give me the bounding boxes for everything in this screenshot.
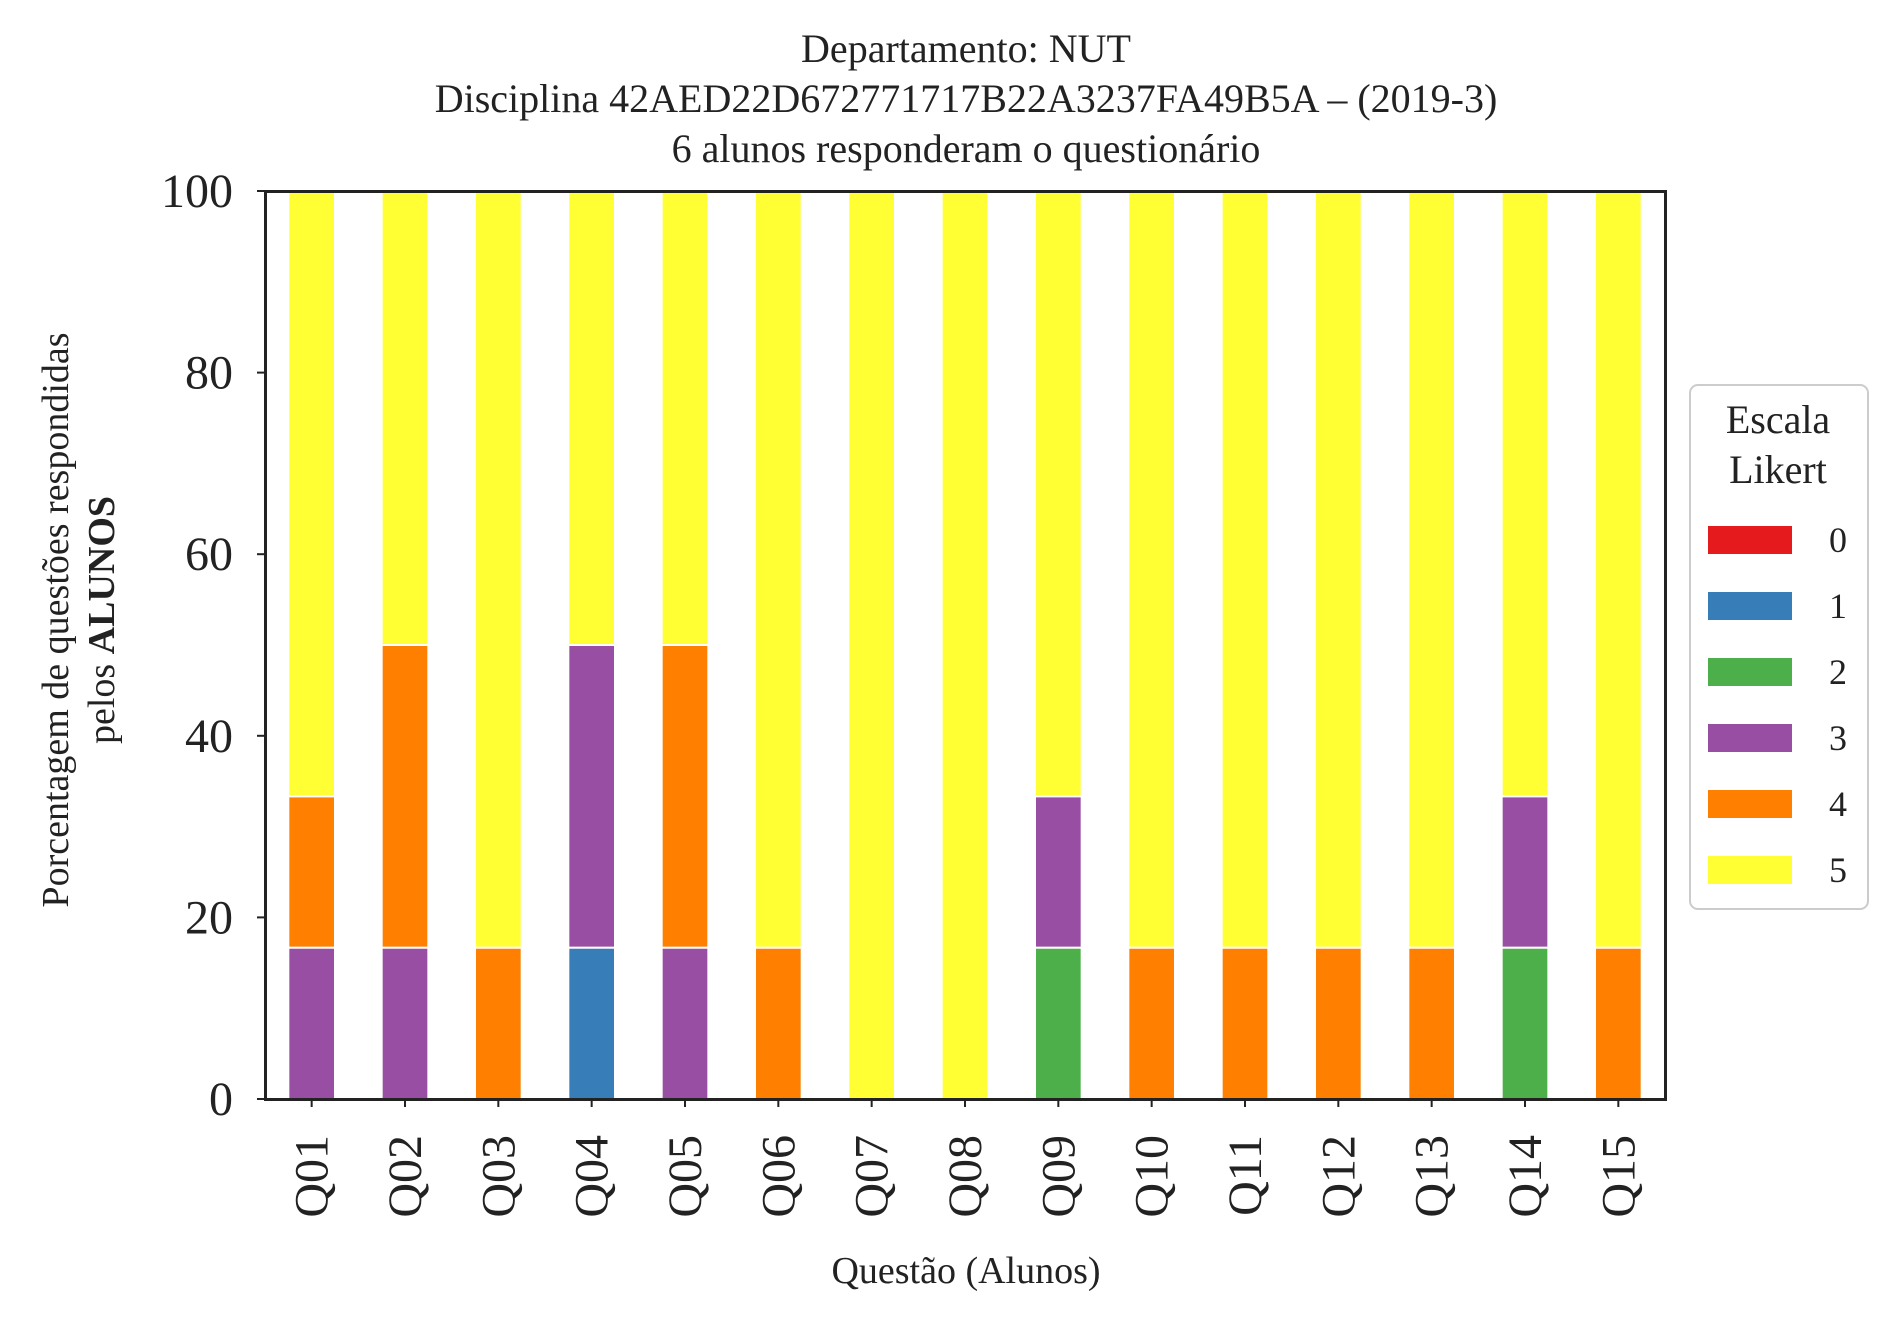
- x-tick-label-Q15: Q15: [1592, 1135, 1645, 1218]
- y-tick-label-80: 80: [185, 347, 233, 400]
- legend: Escala Likert 0 1 2 3 4 5: [1689, 384, 1869, 910]
- y-axis-label-line-1: Porcentagem de questões respondidas: [35, 332, 77, 907]
- legend-swatch-2: [1708, 658, 1792, 686]
- bar-Q05-likert-3: [660, 946, 710, 1101]
- legend-label-3: 3: [1829, 718, 1847, 758]
- x-ticks-group: Q01 Q02 Q03 Q04 Q05 Q06 Q07 Q08 Q09 Q10 Q11 Q12 Q13 Q…: [286, 1099, 1645, 1218]
- bar-Q03-likert-5: [474, 190, 523, 949]
- bar-Q05-likert-4: [660, 644, 710, 949]
- bar-Q10-likert-5: [1127, 190, 1177, 949]
- legend-title-line-1: Escala: [1726, 397, 1831, 442]
- bar-Q11-likert-5: [1220, 190, 1270, 949]
- bar-Q07-likert-5: [847, 190, 896, 1100]
- legend-label-1: 1: [1829, 586, 1847, 626]
- legend-label-5: 5: [1829, 850, 1847, 890]
- x-tick-label-Q10: Q10: [1126, 1135, 1179, 1218]
- legend-swatch-1: [1708, 592, 1792, 620]
- bar-Q14-likert-2: [1500, 946, 1550, 1101]
- bar-Q02-likert-3: [380, 946, 430, 1101]
- bar-Q09-likert-2: [1034, 946, 1083, 1101]
- bar-Q11-likert-4: [1220, 946, 1270, 1101]
- chart-title-line-2: Disciplina 42AED22D672771717B22A3237FA49…: [435, 76, 1498, 121]
- x-tick-label-Q09: Q09: [1032, 1135, 1085, 1218]
- bar-Q12-likert-5: [1314, 190, 1363, 949]
- bar-Q04-likert-5: [567, 190, 616, 646]
- x-tick-label-Q07: Q07: [846, 1135, 899, 1218]
- bar-Q02-likert-5: [380, 190, 430, 646]
- x-axis-label: Questão (Alunos): [831, 1250, 1100, 1292]
- bar-Q09-likert-5: [1034, 189, 1083, 798]
- legend-items: 0 1 2 3 4 5: [1708, 520, 1847, 890]
- legend-swatch-4: [1708, 790, 1792, 818]
- bar-Q04-likert-1: [567, 946, 616, 1101]
- bar-Q15-likert-5: [1594, 190, 1643, 949]
- bar-Q01-likert-4: [287, 795, 337, 949]
- bar-Q13-likert-4: [1407, 946, 1457, 1101]
- y-ticks-group: 0 20 40 60 80 100: [161, 165, 265, 1126]
- plot-frame: [264, 190, 1667, 1101]
- y-tick-label-100: 100: [161, 165, 233, 218]
- x-tick-label-Q01: Q01: [286, 1135, 339, 1218]
- chart-title-line-1: Departamento: NUT: [801, 26, 1131, 71]
- bar-Q15-likert-4: [1594, 946, 1643, 1101]
- legend-swatch-5: [1708, 856, 1792, 884]
- bar-Q14-likert-5: [1500, 189, 1550, 798]
- legend-label-2: 2: [1829, 652, 1847, 692]
- x-tick-label-Q08: Q08: [939, 1135, 992, 1218]
- y-axis-label-prefix: pelos: [81, 654, 123, 744]
- legend-label-4: 4: [1829, 784, 1847, 824]
- legend-swatch-3: [1708, 724, 1792, 752]
- y-tick-label-0: 0: [209, 1073, 233, 1126]
- bar-Q10-likert-4: [1127, 946, 1177, 1101]
- chart-title-line-3: 6 alunos responderam o questionário: [672, 126, 1261, 171]
- bar-Q01-likert-3: [287, 946, 337, 1101]
- bar-Q06-likert-5: [754, 190, 803, 949]
- x-tick-label-Q11: Q11: [1219, 1135, 1272, 1216]
- y-axis-label: Porcentagem de questões respondidas pelo…: [35, 332, 123, 907]
- legend-box: [1689, 384, 1869, 910]
- y-tick-label-40: 40: [185, 710, 233, 763]
- x-tick-label-Q14: Q14: [1499, 1135, 1552, 1218]
- bar-Q06-likert-4: [754, 946, 803, 1101]
- x-tick-label-Q03: Q03: [472, 1135, 525, 1218]
- y-tick-label-60: 60: [185, 528, 233, 581]
- bar-Q13-likert-5: [1407, 190, 1457, 949]
- bar-Q08-likert-5: [940, 190, 990, 1100]
- bar-Q12-likert-4: [1314, 946, 1363, 1101]
- x-tick-label-Q06: Q06: [752, 1135, 805, 1218]
- bar-Q01-likert-5: [287, 189, 337, 798]
- legend-label-0: 0: [1829, 520, 1847, 560]
- legend-title-line-2: Likert: [1729, 447, 1827, 492]
- bar-Q05-likert-5: [660, 190, 710, 646]
- bar-Q02-likert-4: [380, 644, 430, 949]
- bar-Q03-likert-4: [474, 946, 523, 1101]
- legend-swatch-0: [1708, 526, 1792, 554]
- x-tick-label-Q12: Q12: [1312, 1135, 1365, 1218]
- x-tick-label-Q05: Q05: [659, 1135, 712, 1218]
- bars-group: [287, 189, 1643, 1101]
- y-axis-label-line-2: pelos ALUNOS: [81, 496, 123, 744]
- bar-Q14-likert-3: [1500, 795, 1550, 949]
- y-axis-label-bold: ALUNOS: [81, 496, 123, 654]
- y-tick-label-20: 20: [185, 891, 233, 944]
- x-tick-label-Q13: Q13: [1406, 1135, 1459, 1218]
- bar-Q04-likert-3: [567, 644, 616, 949]
- x-tick-label-Q04: Q04: [566, 1135, 619, 1218]
- bar-Q09-likert-3: [1034, 795, 1083, 949]
- x-tick-label-Q02: Q02: [379, 1135, 432, 1218]
